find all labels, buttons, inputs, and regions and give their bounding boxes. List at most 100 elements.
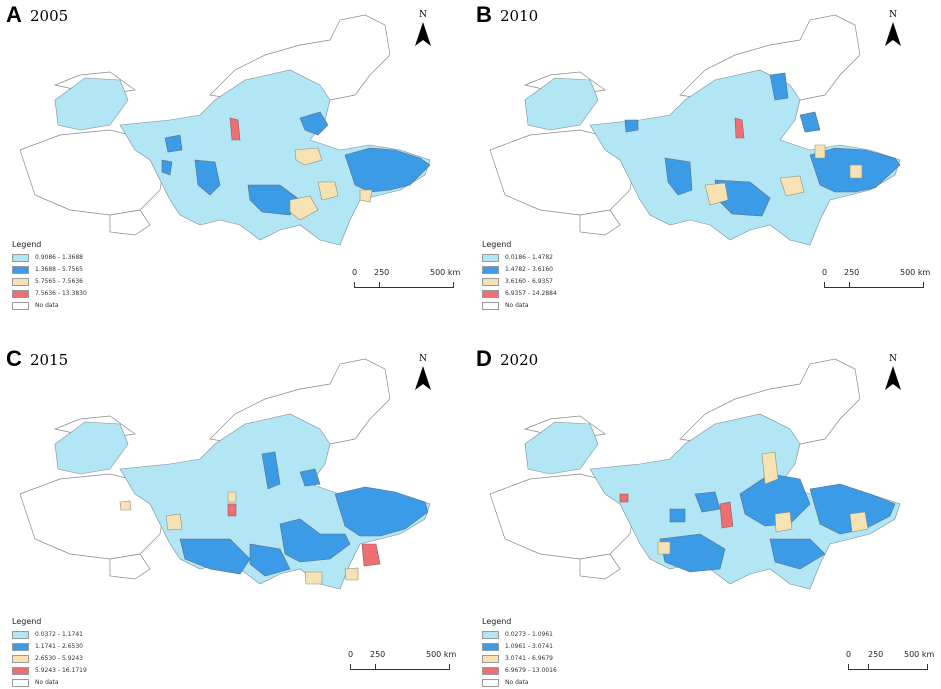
region-class-2 bbox=[161, 111, 431, 216]
legend-item: 6.9679 - 13.0016 bbox=[482, 665, 557, 676]
region-class-4 bbox=[229, 117, 241, 141]
scale-bar-line bbox=[824, 282, 924, 288]
legend-item: No data bbox=[482, 677, 557, 688]
legend-label: 3.6160 - 6.9357 bbox=[505, 278, 553, 285]
region-class-1 bbox=[524, 69, 901, 246]
legend-title: Legend bbox=[12, 240, 42, 249]
swatch-class-3 bbox=[12, 277, 29, 286]
panel-letter: B bbox=[476, 2, 492, 27]
north-label: N bbox=[889, 354, 897, 364]
swatch-nodata bbox=[482, 301, 499, 310]
panel-letter: C bbox=[6, 346, 22, 371]
swatch-class-2 bbox=[12, 642, 29, 651]
legend-item: No data bbox=[482, 300, 557, 311]
north-arrow: N bbox=[410, 10, 436, 48]
scale-bar: 0 250 500 km bbox=[348, 650, 456, 674]
legend-item: 1.4782 - 3.6160 bbox=[482, 264, 557, 275]
legend: Legend 0.0186 - 1.4782 1.4782 - 3.6160 3… bbox=[482, 240, 557, 312]
map-panel-b: B 2010 N Legend 0.0186 - 1.4782 1.4782 -… bbox=[470, 0, 940, 344]
swatch-class-1 bbox=[12, 253, 29, 262]
map-panel-c: C 2015 N Legend 0.0372 - 1.1741 1.1741 -… bbox=[0, 344, 470, 688]
swatch-class-1 bbox=[12, 630, 29, 639]
panel-letter: D bbox=[476, 346, 492, 371]
legend-label: 7.5636 - 13.3830 bbox=[35, 290, 87, 297]
legend-label: 1.1741 - 2.6530 bbox=[35, 643, 83, 650]
region-class-2 bbox=[624, 72, 901, 217]
scale-label-zero: 0 bbox=[846, 650, 852, 659]
region-class-2 bbox=[659, 473, 896, 573]
legend-item: 7.5636 - 13.3830 bbox=[12, 288, 87, 299]
legend-label: 6.9679 - 13.0016 bbox=[505, 667, 557, 674]
panel-year: 2015 bbox=[30, 351, 69, 369]
panel-letter: A bbox=[6, 2, 22, 27]
map-panel-a: A 2005 N Legend 0.9086 - 1.3688 1.3688 -… bbox=[0, 0, 470, 344]
legend-label: No data bbox=[35, 302, 59, 309]
scale-bar-tick bbox=[375, 664, 376, 670]
legend: Legend 0.9086 - 1.3688 1.3688 - 5.7565 5… bbox=[12, 240, 87, 312]
scale-bar: 0 250 500 km bbox=[822, 268, 930, 292]
legend-label: No data bbox=[505, 302, 529, 309]
scale-label-mid: 250 bbox=[868, 650, 884, 659]
legend-item: 0.0273 - 1.0961 bbox=[482, 629, 557, 640]
legend-item: 6.9357 - 14.2884 bbox=[482, 288, 557, 299]
region-class-4 bbox=[619, 493, 734, 529]
legend-item: 1.0961 - 3.0741 bbox=[482, 641, 557, 652]
scale-label-end: 500 km bbox=[430, 268, 461, 277]
north-label: N bbox=[889, 10, 897, 20]
north-arrow: N bbox=[880, 354, 906, 392]
map-panel-d: D 2020 N Legend 0.0273 - 1.0961 1.0961 -… bbox=[470, 344, 940, 688]
region-class-2 bbox=[179, 451, 429, 577]
swatch-class-3 bbox=[482, 654, 499, 663]
swatch-class-2 bbox=[12, 265, 29, 274]
legend-item: 5.9243 - 16.1719 bbox=[12, 665, 87, 676]
region-class-4 bbox=[227, 503, 381, 567]
north-arrow-icon bbox=[885, 366, 901, 390]
legend-item: No data bbox=[12, 677, 87, 688]
north-arrow-icon bbox=[415, 22, 431, 46]
scale-label-zero: 0 bbox=[352, 268, 358, 277]
region-class-3 bbox=[119, 491, 359, 585]
scale-label-mid: 250 bbox=[370, 650, 386, 659]
north-arrow: N bbox=[410, 354, 436, 392]
swatch-class-2 bbox=[482, 642, 499, 651]
legend-title: Legend bbox=[12, 617, 42, 626]
legend-item: 0.0372 - 1.1741 bbox=[12, 629, 87, 640]
legend-label: 0.0186 - 1.4782 bbox=[505, 254, 553, 261]
scale-bar-line bbox=[350, 664, 450, 670]
legend-item: 1.1741 - 2.6530 bbox=[12, 641, 87, 652]
north-arrow-icon bbox=[885, 22, 901, 46]
legend-label: 1.3688 - 5.7565 bbox=[35, 266, 83, 273]
legend-label: 0.0372 - 1.1741 bbox=[35, 631, 83, 638]
legend-label: 2.6530 - 5.9243 bbox=[35, 655, 83, 662]
legend-item: No data bbox=[12, 300, 87, 311]
swatch-class-4 bbox=[482, 666, 499, 675]
north-label: N bbox=[419, 354, 427, 364]
legend-label: 0.0273 - 1.0961 bbox=[505, 631, 553, 638]
swatch-nodata bbox=[12, 678, 29, 687]
swatch-class-4 bbox=[482, 289, 499, 298]
swatch-class-4 bbox=[12, 666, 29, 675]
legend-label: 5.9243 - 16.1719 bbox=[35, 667, 87, 674]
north-label: N bbox=[419, 10, 427, 20]
legend-label: 3.0741 - 6.9679 bbox=[505, 655, 553, 662]
north-arrow: N bbox=[880, 10, 906, 48]
region-class-3 bbox=[289, 147, 373, 221]
basin-map bbox=[489, 358, 901, 590]
legend-item: 3.6160 - 6.9357 bbox=[482, 276, 557, 287]
legend-label: No data bbox=[505, 679, 529, 686]
scale-bar: 0 250 500 km bbox=[352, 268, 460, 292]
panel-year: 2005 bbox=[30, 7, 69, 25]
basin-map bbox=[19, 358, 431, 590]
scale-bar-tick bbox=[379, 282, 380, 288]
basin-map bbox=[489, 14, 901, 246]
scale-label-end: 500 km bbox=[900, 268, 931, 277]
legend-item: 0.9086 - 1.3688 bbox=[12, 252, 87, 263]
swatch-class-2 bbox=[482, 265, 499, 274]
legend-label: 1.4782 - 3.6160 bbox=[505, 266, 553, 273]
legend-label: 1.0961 - 3.0741 bbox=[505, 643, 553, 650]
scale-bar-tick bbox=[849, 282, 850, 288]
scale-label-zero: 0 bbox=[822, 268, 828, 277]
swatch-nodata bbox=[482, 678, 499, 687]
swatch-class-1 bbox=[482, 253, 499, 262]
legend-item: 1.3688 - 5.7565 bbox=[12, 264, 87, 275]
